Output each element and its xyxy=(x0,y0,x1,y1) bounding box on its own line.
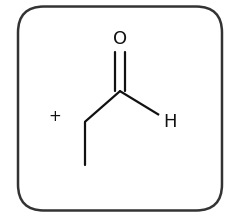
Circle shape xyxy=(158,110,182,133)
Text: H: H xyxy=(163,113,177,130)
FancyBboxPatch shape xyxy=(18,7,222,210)
Text: O: O xyxy=(113,30,127,48)
Circle shape xyxy=(108,27,132,51)
Text: +: + xyxy=(48,108,61,124)
